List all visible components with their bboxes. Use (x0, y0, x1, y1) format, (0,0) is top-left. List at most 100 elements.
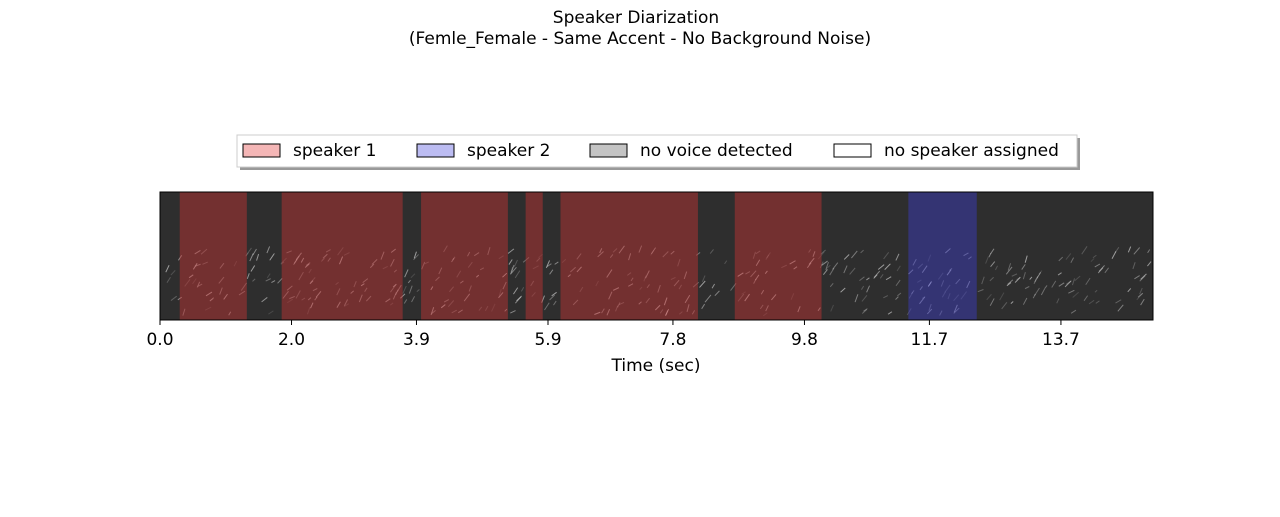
texture-streak (322, 253, 328, 259)
texture-streak (484, 305, 489, 311)
texture-streak (245, 247, 252, 257)
texture-streak (1024, 255, 1028, 263)
texture-streak (692, 281, 700, 288)
texture-streak (946, 269, 952, 276)
texture-streak (298, 271, 304, 281)
texture-streak (927, 254, 932, 262)
texture-streak (1136, 293, 1143, 301)
texture-streak (695, 252, 701, 256)
texture-streak (343, 252, 350, 256)
texture-streak (860, 249, 864, 254)
texture-streak (184, 279, 191, 287)
texture-streak (895, 279, 901, 287)
texture-streak (859, 276, 865, 282)
texture-streak (897, 292, 902, 297)
texture-streak (995, 265, 998, 271)
texture-streak (1010, 301, 1014, 304)
texture-streak (321, 254, 328, 261)
texture-streak (295, 290, 301, 299)
texture-streak (670, 276, 676, 281)
texture-streak (421, 261, 426, 270)
texture-streak (854, 294, 859, 303)
texture-streak (944, 248, 951, 254)
texture-streak (451, 309, 457, 314)
texture-streak (1021, 264, 1026, 270)
texture-streak (817, 307, 821, 312)
texture-streak (308, 268, 312, 274)
texture-streak (1007, 279, 1014, 285)
texture-streak (1104, 267, 1110, 274)
texture-streak (612, 287, 620, 291)
legend-label: speaker 1 (293, 141, 376, 161)
texture-streak (1044, 285, 1048, 289)
texture-streak (350, 290, 355, 294)
texture-streak (606, 308, 611, 316)
texture-streak (295, 252, 302, 260)
texture-streak (830, 304, 834, 312)
texture-streak (630, 277, 634, 282)
texture-streak (392, 283, 397, 288)
texture-streak (1137, 292, 1144, 298)
texture-streak (1007, 263, 1012, 271)
texture-streak (335, 281, 339, 286)
texture-streak (431, 310, 436, 314)
texture-streak (205, 291, 213, 297)
texture-streak (664, 308, 670, 317)
texture-streak (531, 292, 536, 297)
texture-streak (514, 296, 522, 304)
texture-streak (762, 312, 768, 317)
legend-label: no speaker assigned (884, 141, 1059, 161)
texture-streak (861, 309, 868, 314)
texture-streak (627, 272, 632, 276)
texture-streak (249, 253, 254, 262)
texture-streak (339, 256, 344, 265)
segment (734, 192, 822, 320)
texture-streak (1022, 297, 1028, 305)
texture-streak (684, 294, 691, 304)
texture-streak (599, 248, 603, 254)
texture-streak (820, 249, 826, 255)
texture-streak (390, 258, 395, 267)
texture-streak (280, 257, 287, 264)
texture-streak (618, 245, 625, 254)
texture-streak (443, 299, 450, 303)
texture-streak (1133, 247, 1141, 255)
texture-streak (479, 267, 485, 271)
texture-streak (233, 260, 238, 267)
texture-streak (1016, 277, 1021, 281)
texture-streak (829, 282, 834, 288)
texture-streak (745, 271, 751, 275)
texture-streak (724, 260, 728, 265)
texture-streak (1139, 287, 1143, 295)
texture-streak (309, 280, 314, 285)
segment (421, 192, 508, 320)
texture-streak (196, 281, 201, 288)
texture-streak (1070, 257, 1075, 263)
texture-streak (538, 253, 543, 259)
texture-streak (638, 301, 642, 305)
texture-streak (766, 252, 771, 259)
texture-streak (280, 261, 285, 265)
texture-streak (304, 263, 310, 268)
texture-streak (546, 263, 552, 267)
texture-streak (861, 294, 868, 302)
texture-streak (269, 253, 275, 261)
chart-title: Speaker Diarization (553, 8, 719, 28)
texture-streak (1066, 280, 1072, 285)
texture-streak (849, 267, 856, 275)
texture-streak (325, 249, 331, 253)
x-tick-label: 0.0 (146, 330, 173, 350)
texture-streak (927, 281, 932, 287)
segment (525, 192, 543, 320)
texture-streak (877, 264, 885, 270)
texture-streak (250, 265, 256, 272)
texture-streak (392, 291, 398, 300)
texture-streak (628, 283, 634, 287)
texture-streak (1090, 258, 1095, 263)
texture-streak (353, 281, 357, 288)
texture-streak (597, 251, 604, 258)
texture-streak (337, 247, 344, 256)
texture-streak (981, 276, 985, 285)
plot-frame (159, 191, 1154, 321)
texture-streak (1024, 286, 1030, 290)
